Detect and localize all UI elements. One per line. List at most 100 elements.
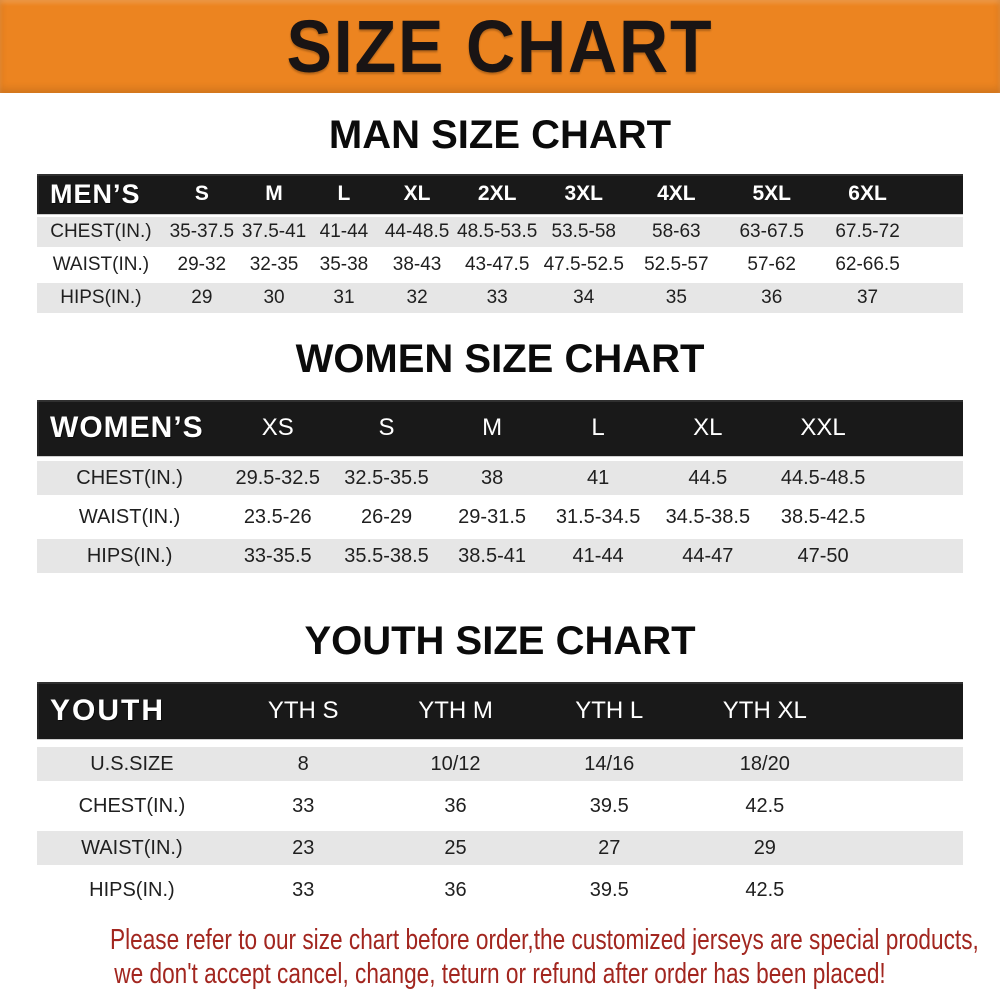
- cell-value: 32: [406, 287, 428, 308]
- cell-value: 52.5-57: [644, 254, 709, 275]
- cell-value: 41-44: [572, 544, 624, 567]
- row-label: WAIST(IN.): [81, 836, 183, 859]
- cell-value: 29: [753, 836, 776, 859]
- cell-value: 29.5-32.5: [235, 466, 320, 489]
- cell-value: 8: [297, 752, 309, 775]
- cell-value: 34: [573, 287, 595, 308]
- cell-value: 26-29: [360, 505, 413, 528]
- size-chart-section-men: MAN SIZE CHART MEN’S S M L XL 2XL 3XL 4XL 5XL 6XL C…: [0, 113, 1000, 313]
- table-row: CHEST(IN.) 29.5-32.5 32.5-35.5 38 41 44.5 44.5…: [37, 461, 963, 495]
- disclaimer: Please refer to our size chart before or…: [0, 923, 1000, 991]
- row-label: CHEST(IN.): [78, 794, 186, 817]
- cell-value: 42.5: [745, 878, 785, 901]
- cell-value: 44.5-48.5: [780, 466, 866, 489]
- column-header: YTH L: [575, 696, 644, 724]
- section-heading: WOMEN SIZE CHART: [295, 337, 705, 381]
- column-header: 2XL: [477, 182, 517, 205]
- cell-value: 47.5-52.5: [543, 254, 624, 275]
- cell-value: 38.5-41: [458, 544, 527, 567]
- cell-value: 38.5-42.5: [780, 505, 866, 528]
- cell-value: 38: [480, 466, 504, 489]
- column-header: YTH XL: [722, 696, 807, 724]
- column-header: 3XL: [564, 182, 603, 205]
- column-header: 5XL: [752, 182, 791, 205]
- cell-value: 58-63: [652, 221, 701, 242]
- table-header-row: WOMEN’S XS S M L XL XXL: [37, 400, 963, 456]
- cell-value: 44.5: [688, 466, 728, 489]
- table-row: WAIST(IN.) 23 25 27 29: [37, 831, 963, 865]
- cell-value: 63-67.5: [739, 221, 804, 242]
- column-header: XL: [403, 182, 431, 205]
- column-header: L: [591, 414, 605, 441]
- cell-value: 38-43: [392, 254, 442, 275]
- cell-value: 31: [333, 287, 355, 308]
- row-label: WAIST(IN.): [52, 254, 150, 275]
- cell-value: 62-66.5: [835, 254, 900, 275]
- cell-value: 36: [444, 794, 467, 817]
- column-header: S: [378, 414, 395, 441]
- cell-value: 47-50: [797, 544, 849, 567]
- cell-value: 29: [191, 287, 213, 308]
- cell-value: 44-47: [682, 544, 734, 567]
- row-label: WAIST(IN.): [78, 505, 181, 528]
- row-label: HIPS(IN.): [86, 544, 173, 567]
- column-header: YTH M: [418, 696, 493, 724]
- cell-value: 27: [598, 836, 621, 859]
- cell-value: 32.5-35.5: [344, 466, 429, 489]
- cell-value: 36: [444, 878, 467, 901]
- cell-value: 37: [856, 287, 879, 308]
- table-row: HIPS(IN.) 33-35.5 35.5-38.5 38.5-41 41-44 44-…: [37, 539, 963, 573]
- table-header-label: WOMEN’S: [50, 411, 204, 444]
- cell-value: 23: [292, 836, 315, 859]
- column-header: XXL: [800, 414, 846, 441]
- cell-value: 14/16: [584, 752, 635, 775]
- cell-value: 36: [761, 287, 783, 308]
- disclaimer-line-1: Please refer to our size chart before or…: [110, 924, 979, 956]
- row-label: CHEST(IN.): [50, 221, 152, 242]
- cell-value: 37.5-41: [241, 221, 307, 242]
- cell-value: 30: [263, 287, 285, 308]
- column-header: M: [265, 182, 283, 205]
- banner-title: SIZE CHART: [286, 4, 714, 88]
- row-label: HIPS(IN.): [60, 287, 142, 308]
- size-table-youth: YOUTH YTH S YTH M YTH L YTH XL U.S.SIZE 8 10/12…: [37, 682, 963, 907]
- cell-value: 41: [586, 466, 610, 489]
- cell-value: 32-35: [249, 254, 299, 275]
- column-header: 6XL: [848, 182, 887, 205]
- cell-value: 67.5-72: [835, 221, 900, 242]
- cell-value: 43-47.5: [464, 254, 530, 275]
- cell-value: 42.5: [745, 794, 785, 817]
- disclaimer-line-2: we don't accept cancel, change, teturn o…: [114, 958, 886, 990]
- cell-value: 44-48.5: [384, 221, 450, 242]
- column-header: XS: [261, 414, 294, 441]
- row-label: U.S.SIZE: [90, 752, 174, 775]
- table-row: WAIST(IN.) 29-32 32-35 35-38 38-43 43-47.5 47.…: [37, 250, 963, 280]
- cell-value: 31.5-34.5: [555, 505, 641, 528]
- cell-value: 33: [292, 878, 315, 901]
- column-header: XL: [693, 414, 723, 441]
- cell-value: 35: [665, 287, 687, 308]
- cell-value: 18/20: [739, 752, 790, 775]
- cell-value: 48.5-53.5: [457, 221, 538, 242]
- cell-value: 10/12: [430, 752, 481, 775]
- size-table-men: MEN’S S M L XL 2XL 3XL 4XL 5XL 6XL CHEST(IN.) 35-37…: [37, 174, 963, 313]
- table-row: U.S.SIZE 8 10/12 14/16 18/20: [37, 747, 963, 781]
- cell-value: 35-37.5: [169, 221, 235, 242]
- cell-value: 25: [444, 836, 467, 859]
- cell-value: 57-62: [747, 254, 797, 275]
- row-label: CHEST(IN.): [76, 466, 183, 489]
- table-header-label: YOUTH: [50, 693, 165, 727]
- cell-value: 29-31.5: [458, 505, 527, 528]
- cell-value: 39.5: [589, 794, 629, 817]
- table-row: WAIST(IN.) 23.5-26 26-29 29-31.5 31.5-34.5 34…: [37, 500, 963, 534]
- column-header: L: [337, 182, 351, 205]
- column-header: 4XL: [657, 182, 696, 205]
- table-row: HIPS(IN.) 29 30 31 32 33 34 35 36 37: [37, 283, 963, 313]
- section-heading: YOUTH SIZE CHART: [304, 619, 696, 663]
- size-table-women: WOMEN’S XS S M L XL XXL CHEST(IN.) 29.5-32.5 32.5…: [37, 400, 963, 573]
- table-row: CHEST(IN.) 35-37.5 37.5-41 41-44 44-48.5 48.5…: [37, 217, 963, 247]
- column-header: M: [482, 414, 503, 441]
- cell-value: 29-32: [177, 254, 227, 275]
- cell-value: 33: [292, 794, 315, 817]
- size-chart-section-women: WOMEN SIZE CHART WOMEN’S XS S M L XL XXL CHEST(I…: [0, 337, 1000, 573]
